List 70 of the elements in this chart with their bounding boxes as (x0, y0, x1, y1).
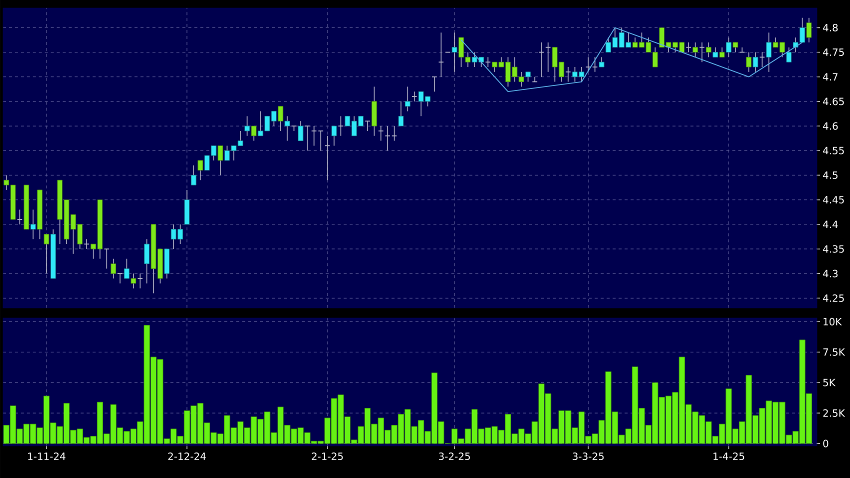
candlestick (398, 101, 404, 126)
candlestick (545, 42, 551, 72)
candlestick (391, 126, 398, 142)
y-tick-label: 4.8 (823, 24, 838, 32)
candlestick (438, 32, 444, 78)
candlestick (759, 52, 766, 68)
candlestick (525, 72, 531, 82)
candlestick (378, 126, 384, 142)
y-tick-label: 7.5K (823, 348, 846, 356)
y-tick-label: 4.45 (823, 196, 844, 204)
candlestick (405, 86, 410, 112)
y-tick-label: 2.5K (823, 409, 846, 417)
x-tick-label: 3-2-25 (438, 452, 470, 460)
candlestick (585, 56, 592, 72)
candlestick (218, 145, 224, 176)
candlestick (84, 238, 90, 250)
candlestick (412, 91, 418, 102)
y-tick-label: 4.3 (823, 270, 838, 278)
candlestick (318, 130, 324, 152)
x-tick-label: 2-12-24 (168, 452, 206, 460)
y-tick-label: 0 (823, 440, 828, 448)
y-tick-label: 4.75 (823, 48, 844, 56)
candlestick (324, 135, 330, 181)
y-tick-label: 4.55 (823, 146, 844, 154)
y-tick-label: 5K (823, 378, 836, 386)
candlestick (291, 126, 297, 132)
candlestick (144, 238, 150, 284)
y-tick-label: 4.35 (823, 245, 844, 253)
candlestick (244, 116, 250, 136)
candlestick (190, 164, 196, 186)
y-tick-label: 4.25 (823, 294, 844, 302)
candlestick (304, 126, 310, 152)
candlestick (485, 56, 491, 68)
candlestick (117, 273, 123, 284)
candlestick (198, 160, 203, 181)
candlestick (806, 17, 812, 43)
candlestick (719, 46, 725, 58)
y-tick-label: 4.4 (823, 220, 838, 228)
candlestick (338, 116, 344, 136)
candlestick (732, 42, 738, 53)
candlestick (432, 76, 438, 92)
candlestick (452, 32, 458, 72)
candlestick (137, 273, 143, 289)
candlestick (592, 56, 598, 72)
x-tick-label: 1-11-24 (28, 452, 66, 460)
candlestick (726, 37, 732, 58)
candlestick (746, 52, 752, 72)
candlestick (16, 209, 23, 225)
candlestick (752, 52, 758, 72)
candlestick (699, 42, 705, 62)
y-tick-label: 10K (824, 318, 842, 326)
y-tick-label: 4.6 (823, 122, 838, 130)
candlestick (565, 66, 572, 82)
y-tick-label: 4.65 (823, 98, 844, 106)
candlestick (30, 209, 36, 240)
candlestick (278, 106, 284, 132)
x-tick-label: 3-3-25 (572, 452, 604, 460)
x-tick-label: 1-4-25 (714, 452, 744, 460)
candlestick (686, 42, 692, 53)
candlestick (786, 46, 792, 62)
candlestick (44, 234, 50, 274)
candlestick (311, 126, 317, 146)
candlestick (384, 126, 390, 152)
y-tick-label: 4.7 (823, 73, 838, 80)
candlestick (251, 126, 256, 142)
x-tick-label: 2-1-25 (312, 452, 343, 460)
candlestick (364, 120, 370, 132)
y-tick-label: 4.5 (823, 171, 838, 179)
candlestick (104, 248, 110, 270)
candlestick (712, 46, 718, 58)
